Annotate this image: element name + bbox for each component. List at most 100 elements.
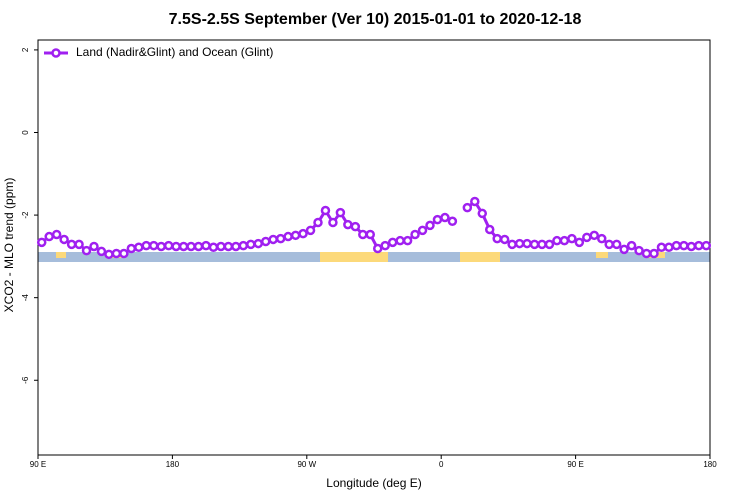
land-band	[460, 252, 500, 262]
data-point	[216, 241, 226, 252]
y-tick-label: 2	[21, 47, 30, 52]
data-point	[619, 244, 629, 255]
data-point	[604, 239, 614, 250]
data-point	[634, 245, 644, 256]
data-point	[492, 233, 502, 244]
data-point	[477, 208, 488, 219]
data-point	[387, 237, 398, 248]
data-point	[44, 231, 54, 242]
data-point	[268, 234, 278, 245]
land-band	[596, 252, 608, 258]
chart-title: 7.5S-2.5S September (Ver 10) 2015-01-01 …	[169, 11, 582, 28]
data-point	[141, 240, 152, 251]
data-point	[694, 240, 704, 251]
data-point	[544, 239, 555, 250]
data-point	[470, 196, 480, 207]
data-point	[372, 243, 383, 254]
x-tick-label: 0	[439, 460, 444, 469]
data-point	[432, 214, 443, 225]
data-point	[567, 233, 577, 244]
data-point	[425, 220, 435, 231]
data-point	[679, 240, 689, 251]
x-tick-label: 90 E	[567, 460, 583, 469]
data-point	[320, 205, 331, 216]
data-point	[440, 212, 450, 223]
data-point	[641, 248, 652, 259]
data-point	[328, 217, 338, 228]
data-point	[283, 231, 293, 242]
data-point	[522, 238, 532, 249]
data-point	[156, 241, 166, 252]
legend-label: Land (Nadir&Glint) and Ocean (Glint)	[76, 45, 273, 59]
data-point	[701, 240, 712, 251]
data-point	[582, 232, 592, 243]
data-point	[163, 240, 174, 251]
data-point	[208, 242, 219, 253]
data-point	[589, 230, 600, 241]
data-point	[447, 216, 458, 227]
data-point	[559, 235, 570, 246]
x-tick-label: 180	[703, 460, 717, 469]
data-point	[380, 240, 390, 251]
data-point	[626, 240, 637, 251]
data-point	[596, 233, 607, 244]
y-tick-label: -4	[21, 294, 30, 302]
data-point	[186, 241, 196, 252]
data-point	[178, 241, 189, 252]
data-point	[343, 219, 353, 230]
data-point	[111, 248, 122, 259]
data-point	[350, 221, 361, 232]
data-point	[574, 237, 585, 248]
data-point	[275, 233, 286, 244]
x-tick-label: 90 W	[297, 460, 316, 469]
data-point	[51, 229, 62, 240]
data-point	[656, 242, 667, 253]
data-point	[171, 241, 181, 252]
data-point	[537, 239, 547, 250]
x-axis-label: Longitude (deg E)	[326, 476, 421, 490]
data-point	[514, 238, 525, 249]
data-point	[552, 235, 562, 246]
y-tick-label: -2	[21, 211, 30, 219]
data-point	[686, 241, 697, 252]
data-point	[201, 240, 211, 251]
data-point	[305, 225, 316, 236]
data-point	[462, 202, 473, 213]
data-point	[507, 239, 517, 250]
data-point	[148, 240, 159, 251]
data-point	[499, 234, 510, 245]
data-point	[365, 229, 376, 240]
legend-marker	[51, 48, 61, 58]
data-point	[246, 239, 256, 250]
data-point	[74, 239, 84, 250]
data-point	[36, 237, 47, 248]
data-point	[59, 234, 69, 245]
data-point	[104, 249, 114, 260]
data-point	[81, 245, 92, 256]
surface-band	[38, 252, 710, 262]
data-point	[126, 243, 137, 254]
data-point	[611, 239, 622, 250]
data-point	[134, 242, 144, 253]
data-point	[395, 235, 405, 246]
data-point	[89, 241, 99, 252]
data-point	[290, 230, 301, 241]
data-point	[119, 248, 129, 259]
data-point	[238, 240, 249, 251]
x-tick-label: 180	[166, 460, 180, 469]
data-point	[402, 235, 413, 246]
land-band	[320, 252, 388, 262]
data-point	[529, 239, 540, 250]
data-point	[335, 207, 346, 218]
data-point	[96, 246, 107, 257]
data-point	[223, 241, 234, 252]
y-tick-label: 0	[21, 130, 30, 135]
data-point	[410, 229, 420, 240]
data-point	[231, 241, 241, 252]
data-point	[298, 228, 308, 239]
x-tick-label: 90 E	[30, 460, 46, 469]
data-point	[484, 224, 495, 235]
y-tick-label: -6	[21, 376, 30, 384]
data-point	[313, 217, 323, 228]
